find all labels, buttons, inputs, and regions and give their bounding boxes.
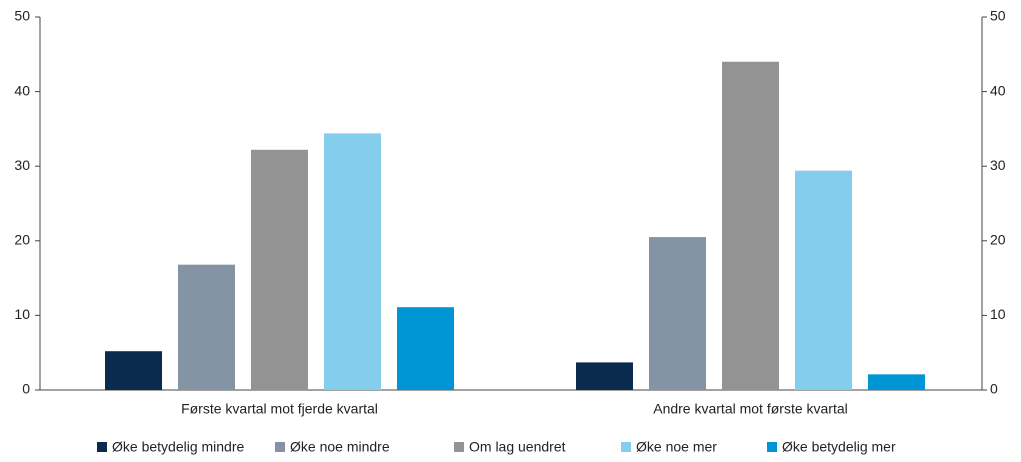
legend-label: Øke betydelig mer [782,439,896,455]
y-tick-label: 20 [14,232,30,248]
legend-swatch [275,442,285,452]
x-tick-label: Første kvartal mot fjerde kvartal [181,401,378,417]
y2-tick-label: 40 [990,82,1006,98]
bar [722,61,779,390]
legend-swatch [97,442,107,452]
y-tick-label: 30 [14,157,30,173]
legend-swatch [767,442,777,452]
legend-label: Øke betydelig mindre [112,439,245,455]
legend-label: Øke noe mindre [290,439,390,455]
y2-tick-label: 10 [990,306,1006,322]
bar [397,307,454,390]
legend-swatch [454,442,464,452]
y-tick-label: 50 [14,8,30,24]
bar [251,149,308,390]
legend-swatch [621,442,631,452]
y-tick-label: 0 [22,381,30,397]
bar [105,351,162,390]
y2-tick-label: 30 [990,157,1006,173]
bar [868,374,925,390]
bar [576,362,633,390]
y2-tick-label: 20 [990,232,1006,248]
bar [178,264,235,390]
bar [649,237,706,390]
y-tick-label: 10 [14,306,30,322]
y2-tick-label: 0 [990,381,998,397]
legend-label: Om lag uendret [469,439,566,455]
legend-label: Øke noe mer [636,439,717,455]
y-tick-label: 40 [14,82,30,98]
x-tick-label: Andre kvartal mot første kvartal [653,401,848,417]
bar [795,170,852,390]
bar [324,133,381,390]
y2-tick-label: 50 [990,8,1006,24]
